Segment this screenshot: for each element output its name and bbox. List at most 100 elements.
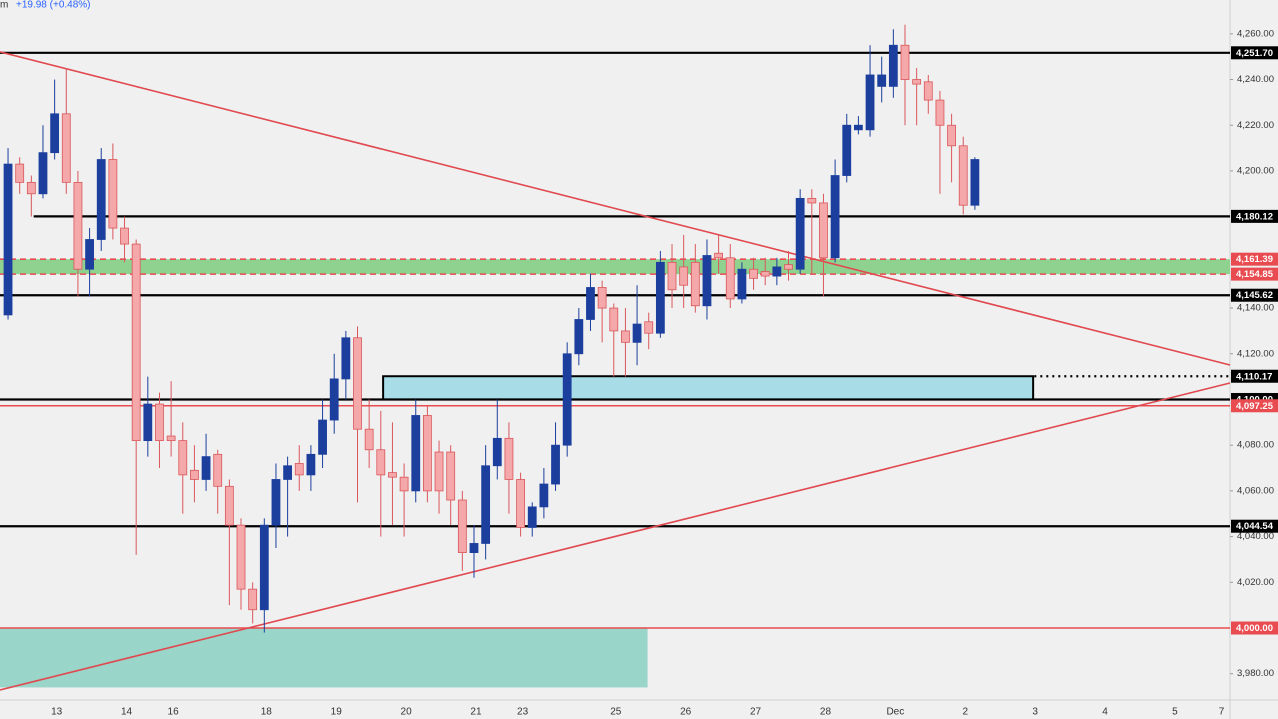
y-tick-label: 4,060.00 [1237, 485, 1274, 496]
candle-body [61, 113, 71, 183]
candle-body [725, 257, 735, 300]
candle-body [865, 74, 875, 131]
candle-body [155, 403, 164, 442]
candle-body [749, 268, 758, 279]
candle-body [516, 479, 525, 528]
x-tick-label: 20 [401, 707, 413, 718]
candle-body [830, 175, 840, 259]
candle-body [655, 261, 665, 334]
candle-body [854, 124, 863, 131]
candle-body [259, 524, 269, 611]
candle-body [96, 159, 106, 240]
level-tag [1231, 209, 1278, 223]
candle-body [492, 437, 502, 467]
zone [0, 628, 648, 688]
candle-body [481, 465, 491, 544]
x-tick-label: 5 [1172, 707, 1178, 718]
candle-body [166, 435, 176, 442]
candle-body [388, 472, 397, 478]
candle-body [446, 451, 456, 501]
x-tick-label: 25 [610, 707, 622, 718]
candle-body [504, 437, 514, 480]
x-tick-label: 7 [1219, 707, 1225, 718]
candle-body [714, 252, 724, 259]
candle-body [632, 323, 642, 343]
candle-body [947, 124, 956, 147]
level-tag [1231, 46, 1278, 60]
candle-body [73, 181, 83, 270]
candle-body [819, 202, 828, 259]
x-tick-label: 21 [470, 707, 482, 718]
candle-body [131, 243, 141, 442]
level-label: 4,145.62 [1236, 290, 1273, 301]
y-tick-label: 4,020.00 [1237, 577, 1274, 588]
candle-body [38, 152, 48, 195]
candle-body [399, 476, 409, 492]
candle-body [26, 181, 36, 195]
level-tag [1231, 369, 1278, 383]
candle-body [970, 159, 980, 206]
x-tick-label: 16 [168, 707, 180, 718]
x-tick-label: 14 [121, 707, 133, 718]
y-tick-label: 4,260.00 [1237, 28, 1274, 39]
candle-body [586, 287, 595, 320]
level-tag [1231, 288, 1278, 302]
candle-body [551, 444, 560, 485]
level-tag [1231, 519, 1278, 533]
x-tick-label: 28 [820, 707, 832, 718]
y-tick-label: 3,980.00 [1237, 668, 1274, 679]
candle-body [411, 415, 421, 492]
level-tag [1231, 621, 1278, 635]
x-tick-label: Dec [886, 707, 904, 718]
candle-body [213, 453, 223, 487]
y-tick-label: 4,080.00 [1237, 440, 1274, 451]
candle-body [108, 159, 118, 229]
candle-body [527, 506, 537, 528]
zone [0, 259, 1230, 275]
candle-body [795, 197, 805, 270]
level-label: 4,110.17 [1236, 371, 1272, 382]
x-tick-label: 3 [1032, 707, 1038, 718]
y-tick-label: 4,120.00 [1237, 348, 1274, 359]
candle-body [912, 79, 922, 85]
candle-body [621, 330, 630, 343]
x-tick-label: 4 [1102, 707, 1108, 718]
candle-body [539, 483, 549, 508]
candle-body [644, 321, 654, 334]
candle-body [469, 543, 479, 553]
candle-body [935, 99, 945, 126]
candle-body [702, 255, 712, 307]
candle-body [690, 261, 700, 307]
level-label: 4,251.70 [1236, 48, 1273, 59]
zone [382, 375, 1035, 401]
candle-body [143, 403, 153, 442]
level-tag [1231, 399, 1278, 413]
candle-body [667, 261, 677, 291]
x-tick-label: 19 [331, 707, 343, 718]
candle-body [679, 266, 689, 286]
trendline [0, 382, 1231, 691]
level-label: 4,180.12 [1236, 211, 1273, 222]
candle-body [329, 378, 339, 421]
candle-body [248, 588, 258, 611]
level-tag [1231, 267, 1278, 281]
x-tick-label: 13 [51, 707, 63, 718]
candle-body [364, 428, 374, 451]
candle-body [597, 287, 607, 309]
candle-body [737, 268, 747, 300]
y-tick-label: 4,220.00 [1237, 120, 1274, 131]
candle-body [562, 353, 572, 446]
level-label: 4,044.54 [1236, 521, 1274, 532]
candle-body [294, 463, 304, 476]
candle-body [85, 239, 94, 270]
level-label: 4,000.00 [1236, 623, 1273, 634]
candle-body [341, 337, 351, 380]
candle-body [306, 453, 316, 476]
change: +19.98 (+0.48%) [16, 0, 91, 11]
candle-body [283, 465, 293, 480]
y-tick-label: 4,200.00 [1237, 165, 1274, 176]
x-tick-label: 23 [517, 707, 529, 718]
x-tick-label: 18 [261, 707, 273, 718]
